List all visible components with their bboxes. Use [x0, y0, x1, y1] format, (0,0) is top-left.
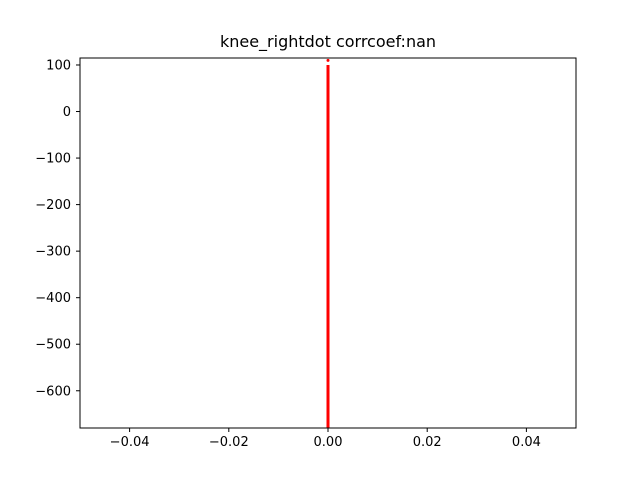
x-tick-label: 0.04 [512, 435, 541, 450]
y-tick-label: −400 [35, 291, 71, 306]
y-tick-layer: 100 0 −100 −200 −300 −400 −500 −600 [35, 58, 80, 399]
y-tick-label: −200 [35, 198, 71, 213]
x-tick-label: −0.02 [209, 435, 249, 450]
y-tick-label: 0 [63, 105, 71, 120]
y-tick-label: −600 [35, 384, 71, 399]
y-tick-label: 100 [46, 58, 71, 73]
y-tick-label: −100 [35, 152, 71, 167]
y-tick-label: −300 [35, 245, 71, 260]
plot-layer [326, 58, 330, 428]
chart-title: knee_rightdot corrcoef:nan [220, 32, 436, 52]
y-tick-label: −500 [35, 338, 71, 353]
x-tick-label: 0.02 [413, 435, 442, 450]
x-tick-layer: −0.04 −0.02 0.00 0.02 0.04 [110, 428, 541, 450]
x-tick-label: 0.00 [314, 435, 343, 450]
x-tick-label: −0.04 [110, 435, 150, 450]
series-point-0-0 [326, 58, 330, 62]
